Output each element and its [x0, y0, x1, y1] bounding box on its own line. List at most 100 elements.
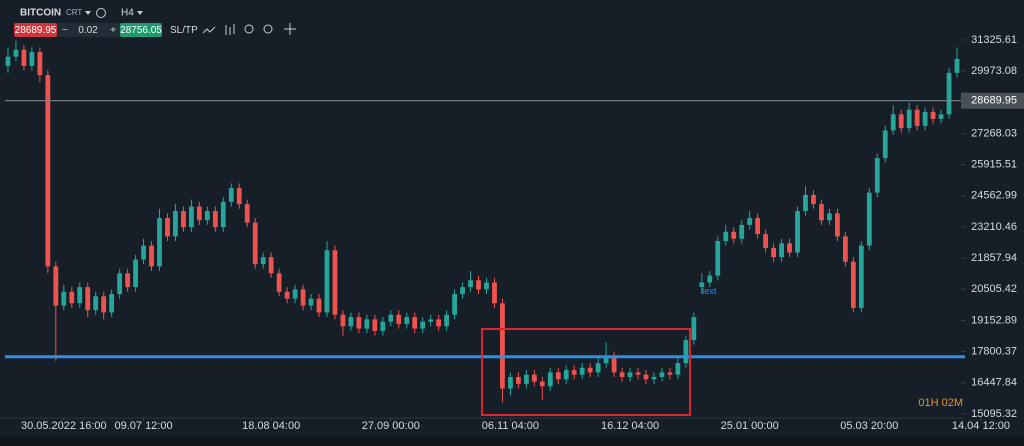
candle-body — [388, 314, 394, 322]
price-tag-label: 28689.95 — [971, 95, 1017, 107]
candle-body — [763, 234, 769, 248]
candle-body — [842, 236, 848, 262]
candle-body — [508, 376, 513, 389]
candle-body — [500, 303, 505, 389]
candle-body — [21, 49, 27, 66]
candle-body — [204, 211, 210, 221]
candle-body — [811, 194, 816, 205]
candle-body — [412, 317, 418, 329]
candle-body — [460, 287, 465, 295]
line-chart-icon[interactable] — [202, 26, 216, 34]
candle-body — [53, 266, 59, 306]
candle-body — [141, 245, 146, 260]
candle-body — [109, 294, 115, 313]
candle-body — [85, 287, 91, 311]
candle-body — [268, 257, 274, 274]
ask-price: 28756.05 — [120, 25, 162, 36]
candle-body — [699, 282, 705, 288]
candle-body — [133, 259, 138, 288]
clock-icon[interactable] — [96, 8, 106, 18]
candle-body — [803, 194, 808, 212]
candle-body — [300, 289, 306, 306]
candle-body — [914, 109, 920, 126]
symbol[interactable]: BITCOIN — [20, 8, 61, 19]
candle-body — [667, 372, 673, 375]
sl-tp-button[interactable]: SL/TP — [170, 25, 198, 36]
candle-body — [276, 273, 282, 292]
candle-body — [364, 319, 370, 329]
candle-body — [858, 245, 864, 308]
bid-box[interactable] — [14, 23, 57, 37]
candle-body — [149, 245, 154, 267]
account-type[interactable]: CRT — [66, 8, 82, 17]
y-tick-label: 23210.46 — [971, 221, 1017, 233]
dropdown-icon[interactable] — [85, 11, 91, 15]
y-tick-label: 25915.51 — [971, 159, 1017, 171]
candle-body — [125, 273, 130, 288]
candle-body — [348, 317, 354, 327]
candle-body — [874, 158, 880, 193]
candle-body — [715, 241, 721, 276]
move-icon[interactable] — [284, 23, 296, 35]
candle-body — [675, 363, 681, 375]
timeframe[interactable]: H4 — [121, 8, 134, 19]
candle-body — [898, 114, 904, 129]
candle-body — [13, 49, 19, 57]
candle-body — [228, 188, 234, 202]
candle-body — [683, 340, 689, 364]
candle-body — [324, 250, 330, 313]
y-tick-label: 19152.89 — [971, 314, 1017, 326]
candle-body — [643, 374, 649, 380]
candle-body — [181, 211, 186, 228]
drawn-rectangle[interactable] — [481, 328, 691, 416]
candle-body — [906, 109, 912, 129]
candle-body — [492, 282, 497, 304]
candle-body — [220, 201, 226, 228]
zoom-in-icon[interactable] — [263, 24, 273, 34]
ask-box[interactable] — [120, 23, 162, 37]
candle-body — [476, 280, 481, 290]
y-tick-label: 20505.42 — [971, 283, 1017, 295]
candle-body — [173, 211, 178, 237]
candle-body — [707, 275, 713, 283]
candle-body — [563, 370, 569, 380]
y-tick-label: 27268.03 — [971, 127, 1017, 139]
zoom-out-icon[interactable] — [244, 24, 254, 34]
candle-body — [340, 314, 346, 327]
candle-body — [579, 367, 585, 375]
candle-body — [396, 314, 402, 324]
candle-body — [260, 257, 266, 265]
candle-body — [292, 289, 298, 299]
volume[interactable]: 0.02 — [78, 25, 98, 36]
y-tick-label: 29973.08 — [971, 65, 1017, 77]
dropdown-icon[interactable] — [137, 11, 143, 15]
candle-body — [37, 52, 43, 76]
y-tick-label: 17800.37 — [971, 346, 1017, 358]
annotation-text: text — [702, 286, 717, 296]
x-tick-label: 05.03 20:00 — [840, 420, 898, 432]
candle-body — [603, 356, 609, 364]
candle-body — [771, 247, 776, 258]
toolbar: BITCOIN CRT H4 28689.95 − 0.02 + 28756.0… — [14, 8, 296, 37]
y-tick-label: 15095.32 — [971, 408, 1017, 420]
candle-body — [380, 321, 386, 331]
candle-body — [468, 280, 473, 288]
candle-body — [755, 217, 761, 235]
y-tick-label: 24562.99 — [971, 190, 1017, 202]
candle-body — [539, 381, 545, 387]
candle-body — [212, 211, 218, 228]
decrease-button[interactable]: − — [62, 25, 68, 36]
candle-body — [819, 204, 824, 221]
candle-body — [555, 372, 561, 380]
candle-body — [627, 372, 633, 377]
candle-body — [308, 298, 314, 306]
candle-body — [850, 261, 856, 308]
increase-button[interactable]: + — [110, 25, 116, 36]
candle-body — [739, 224, 745, 239]
volume-box — [57, 23, 120, 37]
candle-body — [930, 111, 936, 119]
candle-icon[interactable] — [225, 24, 235, 35]
bid-price: 28689.95 — [15, 25, 57, 36]
candle-body — [252, 222, 258, 265]
